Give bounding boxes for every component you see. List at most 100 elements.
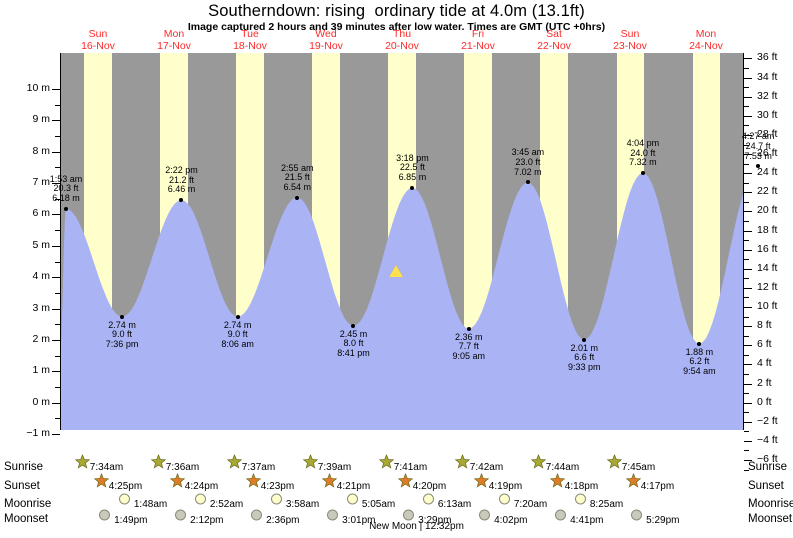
moonset-circle-icon — [403, 509, 415, 521]
sunrise-star-icon — [606, 454, 622, 470]
y-axis-right-minor-tick — [744, 393, 749, 395]
page-title: Southerndown: rising ordinary tide at 4.… — [208, 2, 585, 20]
astro-time: 4:17pm — [640, 481, 675, 492]
y-axis-right-tick-label: 0 ft — [757, 395, 772, 408]
astro-time: 5:29pm — [646, 515, 680, 526]
sunset-star-icon — [93, 473, 109, 489]
y-axis-right-minor-tick — [744, 182, 749, 184]
moonrise-circle-icon — [574, 493, 586, 505]
y-axis-right-tick — [744, 192, 752, 194]
y-axis-left-tick — [52, 308, 60, 310]
tide-height-m: 7.53 m — [744, 150, 772, 161]
moonset-circle-icon — [479, 509, 491, 521]
tide-time: 9:05 am — [452, 350, 486, 361]
y-axis-left-tick-label: 4 m — [32, 270, 50, 283]
tide-time: 2:22 pm — [165, 165, 198, 176]
y-axis-right-tick — [744, 268, 752, 270]
y-axis-right-tick-label: 6 ft — [757, 338, 772, 351]
y-axis-left-minor-tick — [55, 230, 60, 232]
y-axis-right-minor-tick — [744, 335, 749, 337]
astro-row-label-sunset: Sunset — [748, 480, 784, 492]
astro-time: 7:36am — [165, 462, 200, 473]
y-axis-right-minor-tick — [744, 354, 749, 356]
y-axis-right-tick-label: 8 ft — [757, 319, 772, 332]
astro-time: 1:49pm — [114, 515, 148, 526]
y-axis-right-tick — [744, 173, 752, 175]
tide-time: 4:27 am — [741, 131, 775, 142]
y-axis-right-tick — [744, 115, 752, 117]
astro-time: 4:41pm — [570, 515, 604, 526]
tide-time: 3:18 pm — [396, 152, 429, 163]
y-axis-right-minor-tick — [744, 87, 749, 89]
y-axis-right-minor-tick — [744, 373, 749, 375]
y-axis-right-tick — [744, 77, 752, 79]
day-of-week: Thu — [392, 28, 412, 40]
y-axis-right-minor-tick — [744, 412, 749, 414]
astro-time: 4:25pm — [108, 481, 143, 492]
sunset-star-icon — [625, 473, 641, 489]
tide-plot-area — [60, 53, 744, 430]
y-axis-right-tick — [744, 154, 752, 156]
y-axis-left-tick-label: 0 m — [32, 395, 50, 408]
y-axis-left-tick-label: 8 m — [32, 144, 50, 157]
y-axis-right-tick — [744, 345, 752, 347]
tide-height-m: 2.74 m — [108, 319, 136, 330]
astro-time: 4:02pm — [494, 515, 528, 526]
low-tide-point — [582, 337, 587, 342]
y-axis-left-minor-tick — [55, 292, 60, 294]
tide-height-m: 6.46 m — [167, 184, 196, 195]
tide-height-ft: 23.0 ft — [515, 157, 541, 168]
tide-time: 4:04 pm — [626, 138, 660, 149]
sunrise-star-icon — [150, 454, 166, 470]
y-axis-left-tick-label: 5 m — [32, 238, 50, 251]
day-date: 22-Nov — [537, 39, 571, 52]
y-axis-right-tick — [744, 364, 752, 366]
y-axis-right-minor-tick — [744, 259, 749, 261]
y-axis-right-tick-label: −4 ft — [757, 433, 778, 446]
low-tide-point — [235, 314, 240, 319]
y-axis-left-minor-tick — [55, 355, 60, 357]
day-of-week: Sun — [88, 28, 108, 40]
astro-time: 2:12pm — [190, 515, 224, 526]
high-tide-label: 2:55 am 21.5 ft 6.54 m — [268, 163, 326, 193]
moonset-circle-icon — [631, 509, 643, 521]
y-axis-left-minor-tick — [55, 167, 60, 169]
low-tide-point — [120, 314, 125, 319]
y-axis-right-tick — [744, 58, 752, 60]
y-axis-left-tick-label: −1 m — [26, 427, 50, 439]
day-header-20-nov: Thu 20-Nov — [362, 28, 442, 52]
y-axis-left-tick — [52, 339, 60, 341]
low-tide-label: 2.45 m 8.0 ft 8:41 pm — [324, 329, 382, 359]
astro-time: 7:34am — [89, 462, 124, 473]
y-axis-right-tick-label: 26 ft — [757, 147, 778, 160]
tide-height-m: 1.88 m — [685, 346, 714, 357]
day-header-17-nov: Mon 17-Nov — [134, 28, 214, 52]
moonrise-circle-icon — [118, 493, 130, 505]
low-tide-label: 2.74 m 9.0 ft 7:36 pm — [93, 319, 151, 350]
y-axis-right-minor-tick — [744, 106, 749, 108]
y-axis-right-tick-label: 10 ft — [757, 300, 778, 313]
low-tide-label: 2.01 m 6.6 ft 9:33 pm — [555, 343, 613, 373]
tide-height-ft: 9.0 ft — [112, 329, 133, 340]
tide-height-ft: 7.7 ft — [458, 341, 479, 352]
high-tide-point — [410, 185, 415, 190]
day-of-week: Sun — [620, 28, 640, 40]
astro-time: 4:21pm — [336, 481, 371, 492]
tide-curve — [60, 142, 744, 430]
day-of-week: Tue — [241, 28, 259, 40]
tide-height-ft: 6.2 ft — [689, 356, 710, 367]
astro-time: 3:01pm — [342, 515, 376, 526]
y-axis-left-tick — [52, 371, 60, 373]
y-axis-right-tick — [744, 96, 752, 98]
y-axis-right-tick-label: 14 ft — [757, 261, 778, 274]
day-header-18-nov: Tue 18-Nov — [210, 28, 290, 52]
astro-time: 5:05am — [361, 499, 396, 510]
astro-time: 3:58am — [285, 499, 320, 510]
y-axis-left-minor-tick — [55, 386, 60, 388]
y-axis-left-minor-tick — [55, 324, 60, 326]
y-axis-right-minor-tick — [744, 278, 749, 280]
day-of-week: Fri — [471, 28, 485, 40]
astro-time: 4:19pm — [488, 481, 523, 492]
moonrise-circle-icon — [270, 493, 282, 505]
tide-height-m: 2.36 m — [454, 331, 483, 342]
